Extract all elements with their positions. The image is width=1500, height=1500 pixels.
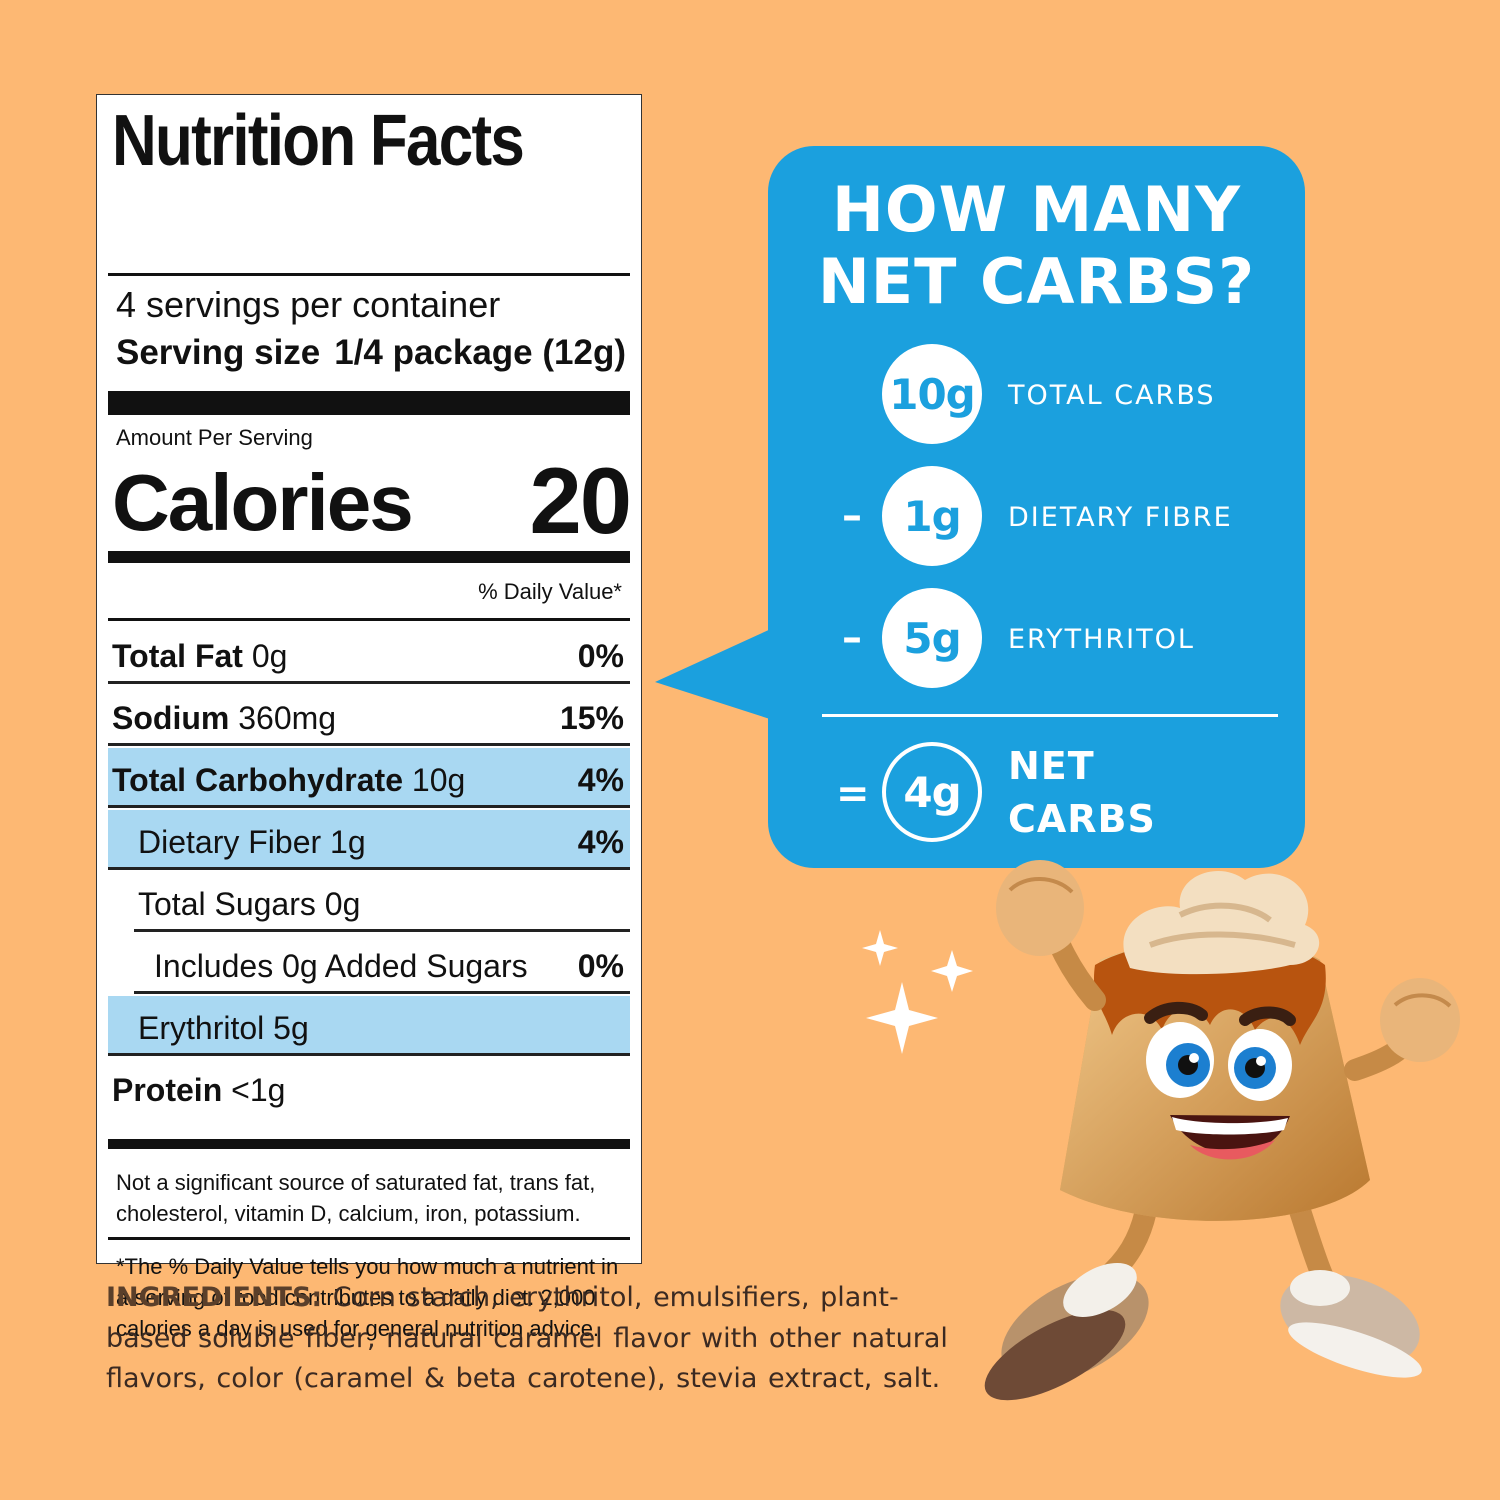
net-carbs-label-line-1: NET <box>1008 744 1095 788</box>
thick-divider <box>108 391 630 415</box>
sparkle-icon <box>866 982 938 1054</box>
nutrient-label: Includes 0g Added Sugars <box>154 948 528 984</box>
nutrient-row-protein: Protein <1g <box>108 1058 630 1118</box>
nutrient-label: Total Carbohydrate 10g <box>112 762 466 798</box>
nutrient-label: Sodium 360mg <box>112 700 337 736</box>
nutrient-label: Dietary Fiber 1g <box>138 824 366 860</box>
bubble-divider <box>822 714 1278 717</box>
ingredients-text: INGREDIENTS: Corn starch, erythritol, em… <box>106 1278 976 1400</box>
serving-size-value: 1/4 package (12g) <box>334 333 626 372</box>
erythritol-label: ERYTHRITOL <box>1008 624 1195 655</box>
sparkle-icon <box>862 930 898 966</box>
minus-operator: – <box>842 493 862 539</box>
daily-value-header: % Daily Value* <box>478 579 622 604</box>
nutrient-dv: 4% <box>577 824 624 860</box>
divider <box>108 618 630 621</box>
nutrient-dv: 15% <box>559 700 624 736</box>
nutrition-facts-title: Nutrition Facts <box>112 101 525 181</box>
nutrient-row-total-fat: Total Fat 0g 0% <box>108 624 630 684</box>
nutrient-row-erythritol: Erythritol 5g <box>108 996 630 1056</box>
nutrient-row-total-sugars: Total Sugars 0g <box>134 872 630 932</box>
nutrient-row-sodium: Sodium 360mg 15% <box>108 686 630 746</box>
right-shoe <box>1280 1270 1422 1378</box>
left-shoe <box>984 1262 1149 1401</box>
minus-operator: – <box>842 615 862 661</box>
nutrient-dv: 0% <box>577 638 624 674</box>
ingredients-label: INGREDIENTS: <box>106 1282 323 1313</box>
servings-per-container: 4 servings per container <box>116 284 501 325</box>
nutrient-row-added-sugars: Includes 0g Added Sugars 0% <box>134 934 630 994</box>
nutrient-dv: 0% <box>577 948 624 984</box>
nutrition-facts-label: Nutrition Facts 4 servings per container… <box>96 94 642 1341</box>
divider <box>108 1237 630 1240</box>
dietary-fibre-label: DIETARY FIBRE <box>1008 502 1233 533</box>
sparkle-icon <box>931 950 973 992</box>
medium-divider <box>108 551 630 563</box>
nutrient-row-dietary-fiber: Dietary Fiber 1g 4% <box>108 810 630 870</box>
nutrient-row-total-carbohydrate: Total Carbohydrate 10g 4% <box>108 748 630 808</box>
total-carbs-label: TOTAL CARBS <box>1008 380 1216 411</box>
nutrient-dv: 4% <box>577 762 624 798</box>
erythritol-circle: 5g <box>882 588 982 688</box>
calories-label: Calories <box>112 458 414 547</box>
calories-value: 20 <box>529 448 632 553</box>
equals-operator: = <box>836 771 870 817</box>
nutrient-label: Total Sugars 0g <box>138 886 361 922</box>
footnote-daily-value: *The % Daily Value tells you how much a … <box>116 1254 619 1341</box>
net-carbs-label-line-2: CARBS <box>1008 797 1156 841</box>
nutrient-label: Total Fat 0g <box>112 638 288 674</box>
nutrient-label: Protein <1g <box>112 1072 286 1108</box>
net-carbs-bubble <box>768 146 1305 868</box>
dietary-fibre-circle: 1g <box>882 466 982 566</box>
footnote-not-significant: Not a significant source of saturated fa… <box>116 1170 596 1226</box>
ingredients-list: Corn starch, erythritol, emulsifiers, pl… <box>106 1282 948 1394</box>
total-carbs-circle: 10g <box>882 344 982 444</box>
pudding-mascot-illustration <box>862 860 1460 1401</box>
medium-divider <box>108 1139 630 1149</box>
divider <box>108 273 630 276</box>
amount-per-serving: Amount Per Serving <box>116 425 313 450</box>
serving-size-label: Serving size <box>116 333 321 372</box>
nutrient-label: Erythritol 5g <box>138 1010 309 1046</box>
net-carbs-circle: 4g <box>882 742 982 842</box>
net-carbs-title-line-1: HOW MANY <box>831 173 1242 246</box>
speech-bubble-tail <box>655 628 773 720</box>
net-carbs-title-line-2: NET CARBS? <box>817 245 1256 318</box>
